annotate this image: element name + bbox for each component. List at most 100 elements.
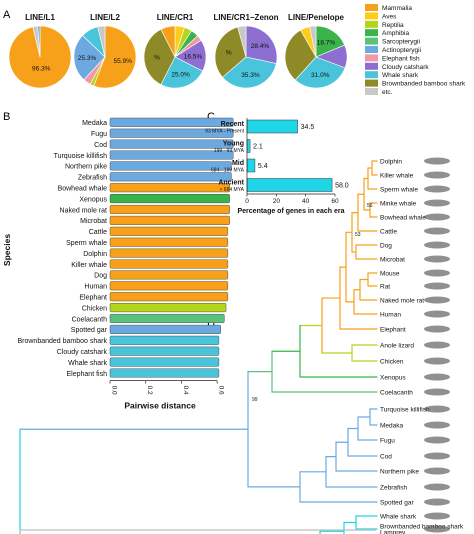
- legend-swatch: [365, 4, 378, 11]
- bar: [109, 128, 234, 138]
- pie-title: LINE/L1: [25, 13, 55, 22]
- species-silhouette-icon: [424, 388, 450, 396]
- species-silhouette-icon: [424, 213, 450, 221]
- tip-label: Mouse: [380, 271, 400, 278]
- bar-label: Human: [84, 284, 107, 291]
- species-silhouette-icon: [424, 341, 450, 349]
- pie-slice-label: 31.0%: [311, 72, 330, 79]
- bar: [109, 194, 230, 204]
- legend-label: Actinopterygii: [382, 47, 421, 54]
- bar: [109, 324, 221, 334]
- species-silhouette-icon: [424, 227, 450, 235]
- species-silhouette-icon: [424, 171, 450, 179]
- era-name: Young: [223, 141, 244, 148]
- panel-letter-a: A: [3, 9, 11, 21]
- bar-label: Turquoise killifish: [54, 153, 108, 160]
- species-silhouette-icon: [424, 325, 450, 333]
- species-silhouette-icon: [424, 512, 450, 520]
- bar-label: Medaka: [82, 120, 107, 127]
- bar-label: Naked mole rat: [60, 207, 108, 214]
- legend-swatch: [365, 79, 378, 87]
- legend-label: Elephant fish: [382, 55, 420, 62]
- bar: [109, 335, 220, 345]
- tip-label: Whale shark: [380, 514, 417, 521]
- pie-slice: [309, 25, 317, 58]
- x-tick-label: 0.2: [146, 386, 153, 395]
- legend-swatch: [365, 20, 378, 28]
- tip-label: Killer whale: [380, 173, 414, 180]
- species-silhouette-icon: [424, 310, 450, 318]
- panel-letter-c: C: [207, 111, 215, 123]
- tip-label: Anole lizard: [380, 343, 414, 350]
- legend-label: Aves: [382, 13, 397, 20]
- tip-label: Human: [380, 312, 401, 319]
- tip-label: Dolphin: [380, 159, 402, 166]
- tip-label: Zebrafish: [380, 485, 407, 492]
- era-bar: [246, 158, 256, 173]
- pie-slice-label: %: [154, 55, 160, 62]
- pie-title: LINE/L2: [90, 13, 120, 22]
- bar: [109, 183, 230, 193]
- bar-label: Coelacanth: [72, 316, 108, 323]
- x-tick-label: 0.4: [182, 386, 189, 395]
- pie-slice-label: 96.3%: [32, 65, 51, 72]
- bar-label: Cattle: [89, 229, 107, 236]
- pie-slice: [143, 28, 176, 86]
- era-range: 199 - 93 MYA: [214, 148, 245, 154]
- tip-label: Dog: [380, 243, 392, 250]
- bar-label: Whale shark: [68, 360, 107, 367]
- species-silhouette-icon: [424, 421, 450, 429]
- pie-slice-label: %: [226, 49, 232, 56]
- pie-slice-label: 18.7%: [317, 40, 336, 47]
- bar-label: Brownbanded bamboo shark: [17, 338, 107, 345]
- species-silhouette-icon: [424, 452, 450, 460]
- bar-label: Chicken: [82, 305, 107, 312]
- phylogenetic-tree: Dolphin Killer whale Sperm whale Minke whal…: [19, 157, 464, 534]
- legend-swatch: [365, 54, 378, 62]
- bar-label: Bowhead whale: [58, 186, 108, 193]
- pie-slice: [97, 25, 106, 58]
- bar-label: Sperm whale: [66, 240, 107, 247]
- pie-slice: [294, 56, 346, 89]
- bar-label: Elephant fish: [67, 371, 108, 378]
- legend-swatch: [365, 37, 378, 45]
- legend-swatch: [365, 29, 378, 37]
- tip-label: Elephant: [380, 327, 406, 334]
- pie-title: LINE/CR1−Zenon: [213, 13, 278, 22]
- era-value-label: 5.4: [258, 163, 268, 170]
- tip-label: Naked mole rat: [380, 298, 424, 305]
- pie-slice: [237, 25, 247, 58]
- species-silhouette-icon: [424, 405, 450, 413]
- tip-label: Chicken: [380, 359, 404, 366]
- species-silhouette-icon: [424, 467, 450, 475]
- species-silhouette-icon: [424, 357, 450, 365]
- bar-label: Spotted gar: [71, 327, 108, 334]
- species-silhouette-icon: [424, 199, 450, 207]
- era-range: 684 - 199 MYA: [211, 168, 245, 174]
- legend-swatch: [365, 71, 378, 79]
- bar: [109, 248, 229, 258]
- species-silhouette-icon: [424, 525, 450, 533]
- bar: [109, 281, 229, 291]
- species-silhouette-icon: [424, 498, 450, 506]
- tip-label: Xenopus: [380, 375, 406, 382]
- legend-label: Sarcopterygii: [382, 39, 420, 46]
- bar-label: Cod: [94, 142, 107, 149]
- x-axis-title: Percentage of genes in each era: [238, 208, 345, 215]
- pie-slice: [245, 25, 278, 64]
- era-range: 93 MYA - Present: [205, 129, 244, 135]
- legend-label: Brownbanded bamboo shark: [382, 81, 466, 88]
- x-tick-label: 40: [302, 198, 310, 205]
- x-tick-label: 60: [331, 198, 339, 205]
- era-bar: [246, 119, 298, 134]
- pie-title: LINE/Penelope: [288, 13, 345, 22]
- pie-slice: [214, 26, 247, 78]
- species-silhouette-icon: [424, 373, 450, 381]
- pie-title: LINE/CR1: [157, 13, 194, 22]
- x-tick-label: 0.6: [218, 386, 225, 395]
- y-axis-title: Species: [2, 234, 12, 266]
- legend-swatch: [365, 88, 378, 95]
- tip-label: Sperm whale: [380, 187, 418, 194]
